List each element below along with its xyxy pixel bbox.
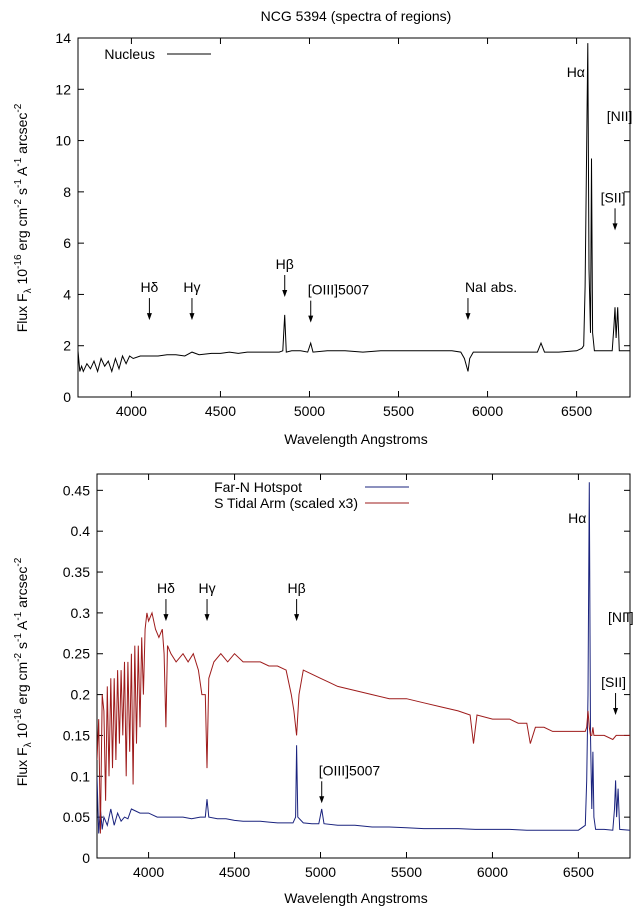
x-tick-label: 6500 [561,403,592,419]
y-tick-label: 0.05 [63,809,90,825]
annotation-arrowhead [146,313,152,321]
annotation-label: [OIII]5007 [308,282,370,298]
annotation-label: [SII] [601,189,626,205]
annotation-arrowhead [282,289,288,297]
annotation-label: Hβ [276,256,294,272]
annotation-arrowhead [465,313,471,321]
y-tick-label: 0.35 [63,564,90,580]
panel-nucleus: 4000 4500 5000 5500 6000 6500 0 2 4 6 8 10 12 14 Nucle… [55,30,632,419]
y-tick-label: 0.2 [71,687,91,703]
x-tick-label: 4000 [133,864,164,880]
annotation-label: Hβ [288,580,306,596]
x-axis-label-top: Wavelength Angstroms [284,431,427,447]
series-line-far-n-hotspot [97,482,630,834]
y-tick-label: 0.1 [71,768,91,784]
y-tick-label: 14 [55,30,71,46]
y-axis-label-bottom: Flux Fλ 10-16 erg cm-2 s-1 A-1 arcsec-2 [13,557,34,786]
y-tick-label: 0.25 [63,646,90,662]
annotation-label: Hα [567,64,585,80]
annotation-label: NaI abs. [465,279,517,295]
annotation-label: Hγ [183,279,200,295]
y-tick-label: 0.15 [63,727,90,743]
y-tick-label: 0 [82,850,90,866]
chart-title: NCG 5394 (spectra of regions) [261,8,452,24]
x-tick-label: 6000 [472,403,503,419]
x-tick-label: 5000 [294,403,325,419]
annotation-arrowhead [204,614,210,622]
y-tick-label: 0.45 [63,482,90,498]
series-line-nucleus [78,43,630,374]
annotation-label: [SII] [601,674,626,690]
annotation-arrowhead [294,614,300,622]
plot-frame [77,37,631,398]
annotation-arrowhead [189,313,195,321]
panel-hotspot-tidal-arm: 4000 4500 5000 5500 6000 6500 0 0.05 0.1 0.15 0.2 0… [63,473,633,880]
x-tick-label: 5500 [391,864,422,880]
y-axis-label-top: Flux Fλ 10-16 erg cm-2 s-1 A-1 arcsec-2 [13,103,34,332]
x-tick-label: 6000 [477,864,508,880]
y-tick-label: 4 [63,286,71,302]
legend-label: Nucleus [104,46,155,62]
annotation-arrowhead [319,796,325,804]
y-tick-label: 10 [55,133,71,149]
annotation-label: [OIII]5007 [319,762,381,778]
legend-label: Far-N Hotspot [214,479,302,495]
x-tick-label: 4500 [205,403,236,419]
y-tick-label: 0.4 [71,523,91,539]
x-tick-label: 5500 [383,403,414,419]
y-tick-label: 6 [63,235,71,251]
y-tick-label: 0.3 [71,605,91,621]
annotation-arrowhead [163,614,169,622]
y-tick-label: 8 [63,184,71,200]
annotation-label: Hδ [157,580,175,596]
x-tick-label: 5000 [305,864,336,880]
x-axis-label-bottom: Wavelength Angstroms [284,890,427,906]
x-tick-label: 6500 [563,864,594,880]
series-line-s-tidal-arm-scaled-x3- [97,611,630,834]
legend-label: S Tidal Arm (scaled x3) [214,495,358,511]
annotation-arrowhead [308,315,314,323]
x-tick-label: 4500 [219,864,250,880]
annotation-arrowhead [613,708,619,716]
annotation-label: Hδ [140,279,158,295]
y-tick-label: 2 [63,338,71,354]
y-tick-label: 12 [55,81,71,97]
annotation-arrowhead [612,223,618,231]
annotation-label: [NII] [608,609,633,625]
plot-frame [96,473,631,859]
annotation-label: [NII] [607,108,633,124]
annotation-label: Hα [568,510,586,526]
annotation-label: Hγ [198,580,215,596]
y-tick-label: 0 [63,389,71,405]
x-tick-label: 4000 [116,403,147,419]
